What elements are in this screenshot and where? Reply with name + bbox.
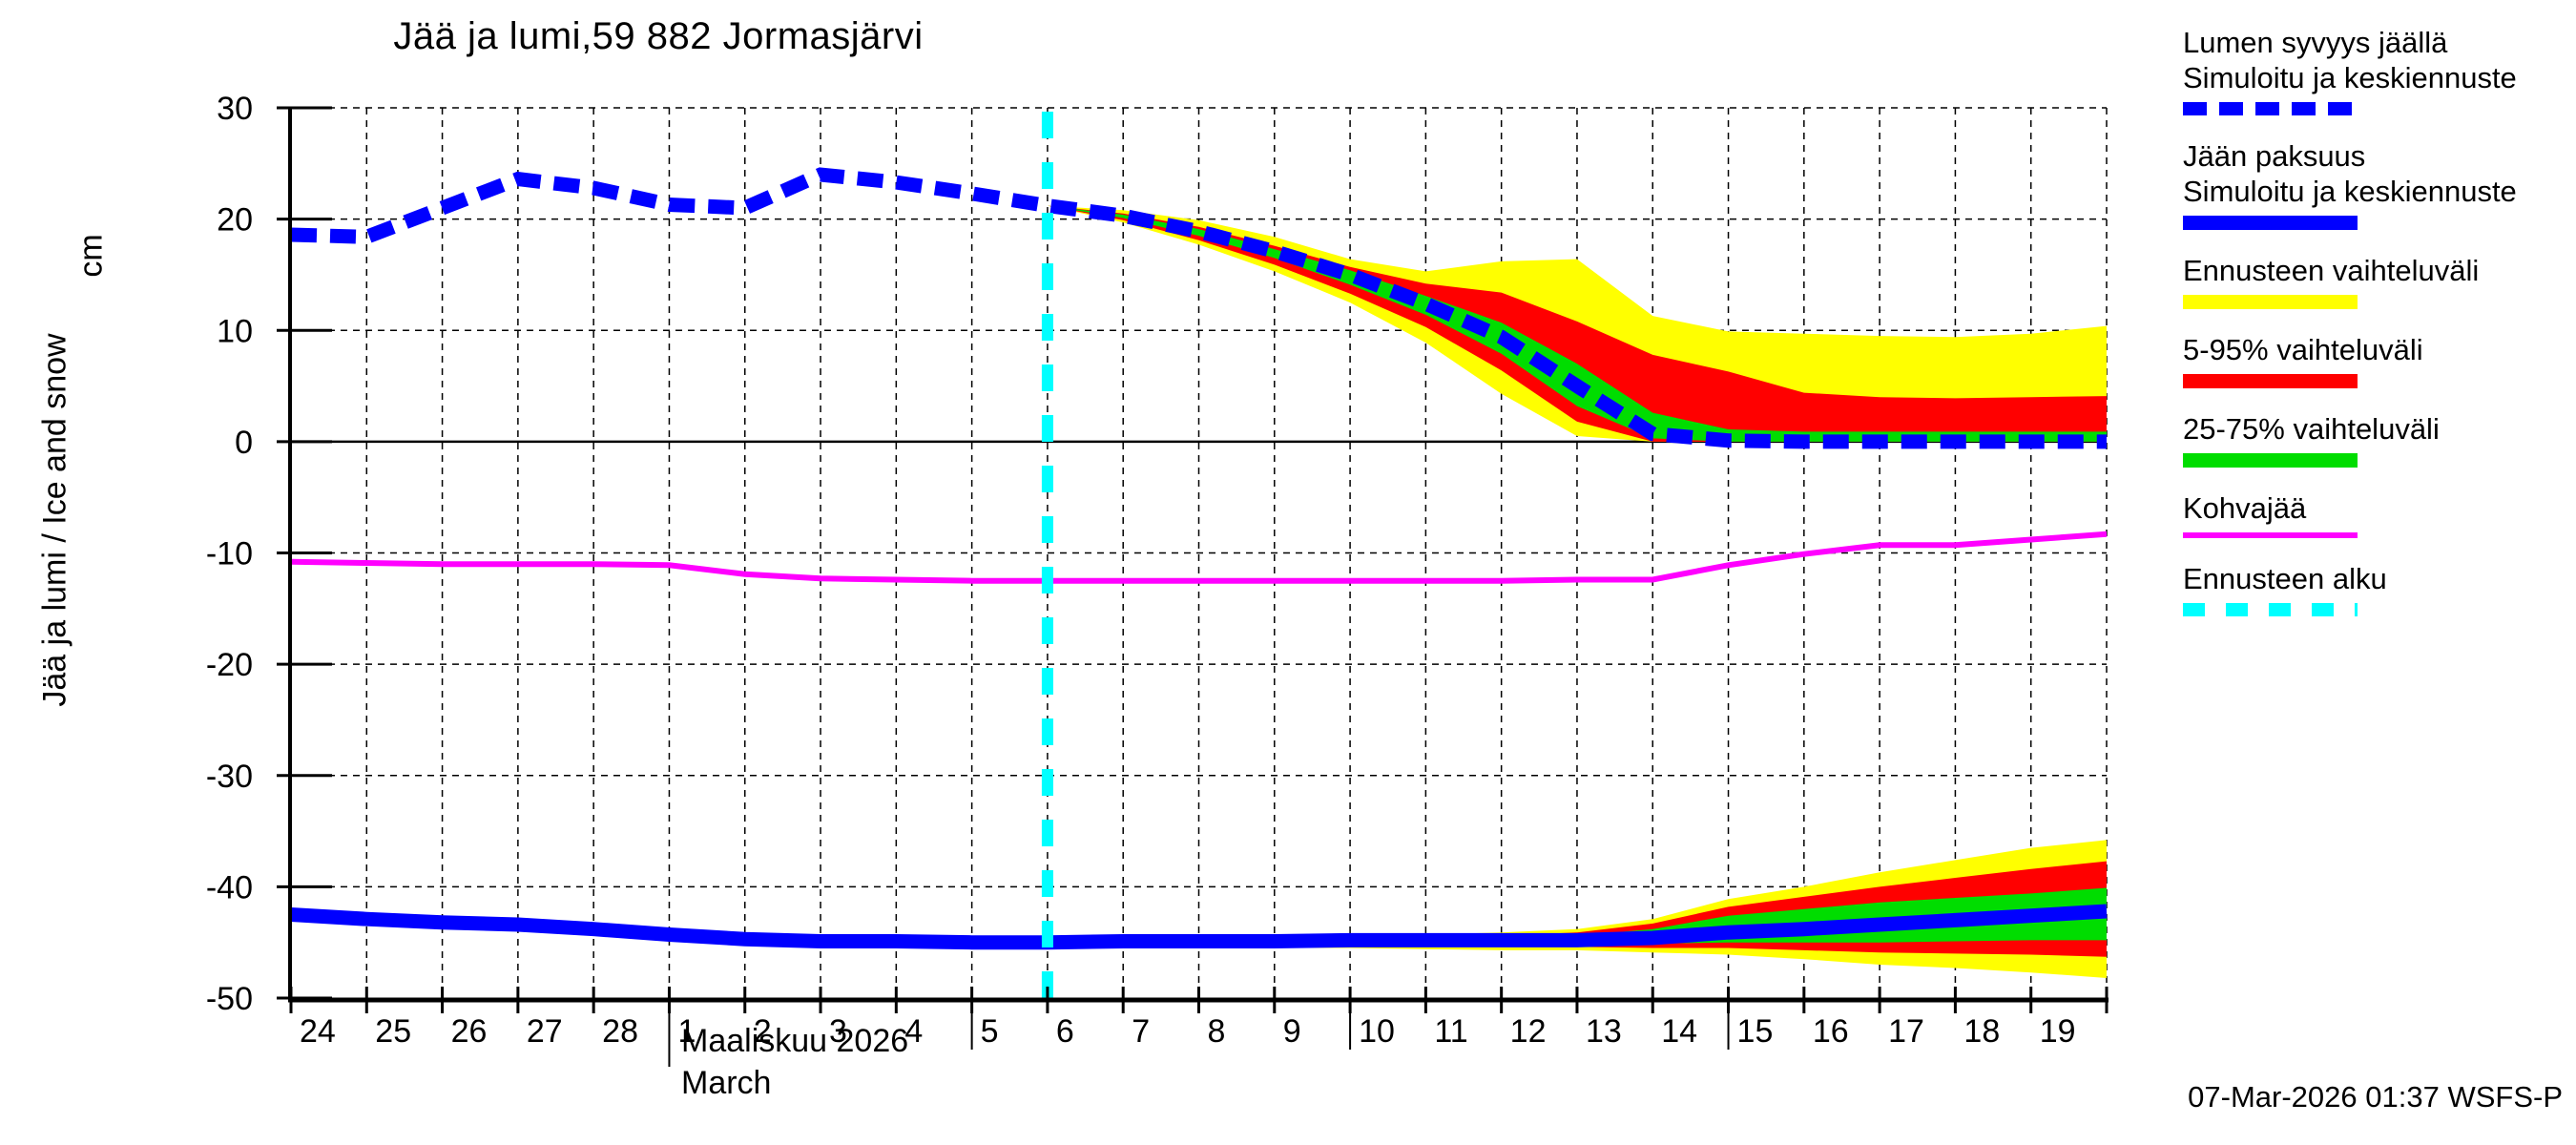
legend-label: Ennusteen alku <box>2183 562 2387 595</box>
legend-swatch-cyan-dashed <box>2183 603 2358 616</box>
legend-label: Simuloitu ja keskiennuste <box>2183 61 2517 94</box>
legend-swatch-blue-dashed <box>2183 102 2358 115</box>
ice-thickness-line <box>290 904 2108 950</box>
x-tick-label: 26 <box>451 1013 488 1050</box>
x-tick-label: 7 <box>1132 1013 1150 1050</box>
x-tick-label: 3 <box>829 1013 847 1050</box>
x-tick-label: 25 <box>375 1013 411 1050</box>
y-axis-unit-label: cm <box>73 234 110 278</box>
month-label-finnish: Maaliskuu 2026 <box>681 1023 909 1059</box>
x-tick-label: 6 <box>1056 1013 1074 1050</box>
legend-item-range-5-95: 5-95% vaihteluväli <box>2183 332 2576 388</box>
x-tick-label: 24 <box>300 1013 336 1050</box>
x-tick-label: 4 <box>904 1013 923 1050</box>
legend-item-forecast-start: Ennusteen alku <box>2183 561 2576 616</box>
x-tick-label: 5 <box>981 1013 999 1050</box>
legend-label: 25-75% vaihteluväli <box>2183 412 2440 446</box>
y-tick-label: 10 <box>217 313 253 349</box>
x-tick-label: 14 <box>1661 1013 1697 1050</box>
legend-item-snow-depth-simulated: Lumen syvyys jäällä Simuloitu ja keskienn… <box>2183 25 2576 115</box>
legend-swatch-red-solid <box>2183 374 2358 388</box>
legend-label: 5-95% vaihteluväli <box>2183 333 2423 366</box>
y-tick-labels: 30 20 10 0 -10 -20 -30 -40 -50 <box>206 91 253 1017</box>
axis-ticks <box>277 106 2109 1050</box>
y-tick-label: -50 <box>206 981 253 1017</box>
x-tick-label: 15 <box>1737 1013 1774 1050</box>
x-tick-label: 1 <box>677 1013 696 1050</box>
gridlines <box>291 107 2108 998</box>
legend-swatch-yellow-solid <box>2183 295 2358 309</box>
y-tick-label: -40 <box>206 869 253 906</box>
legend-item-ice-thickness-simulated: Jään paksuus Simuloitu ja keskiennuste <box>2183 138 2576 230</box>
x-tick-label: 9 <box>1283 1013 1301 1050</box>
legend-label: Jään paksuus <box>2183 139 2366 173</box>
x-tick-label: 16 <box>1813 1013 1849 1050</box>
x-tick-label: 27 <box>527 1013 563 1050</box>
y-tick-label: 20 <box>217 202 253 239</box>
slush-ice-line <box>290 531 2108 584</box>
x-tick-label: 12 <box>1510 1013 1547 1050</box>
x-tick-label: 2 <box>754 1013 772 1050</box>
legend-swatch-magenta-line <box>2183 532 2358 538</box>
x-tick-label: 10 <box>1359 1013 1395 1050</box>
x-tick-label: 18 <box>1963 1013 2000 1050</box>
y-tick-label: 30 <box>217 91 253 127</box>
legend: Lumen syvyys jäällä Simuloitu ja keskienn… <box>2183 25 2576 639</box>
page-title: Jää ja lumi,59 882 Jormasjärvi <box>393 15 924 57</box>
snow-band-5-95 <box>1047 205 2107 442</box>
legend-swatch-green-solid <box>2183 453 2358 468</box>
y-tick-label: -30 <box>206 759 253 795</box>
y-tick-label: -10 <box>206 536 253 572</box>
y-tick-label: 0 <box>235 425 253 461</box>
legend-label: Ennusteen vaihteluväli <box>2183 254 2480 287</box>
legend-label: Simuloitu ja keskiennuste <box>2183 175 2517 208</box>
x-tick-labels: 24 25 26 27 28 1 2 3 4 5 6 7 8 9 10 11 12 13 14 15 16 17 18 19 <box>300 1013 2076 1050</box>
snow-band-25-75 <box>1047 205 2107 442</box>
legend-item-forecast-range: Ennusteen vaihteluväli <box>2183 253 2576 309</box>
y-axis-label: Jää ja lumi / Ice and snow <box>36 333 73 707</box>
x-tick-label: 17 <box>1888 1013 1924 1050</box>
snow-depth-line <box>290 167 2107 449</box>
legend-item-range-25-75: 25-75% vaihteluväli <box>2183 411 2576 468</box>
x-tick-label: 11 <box>1434 1013 1467 1050</box>
x-tick-label: 8 <box>1208 1013 1226 1050</box>
generation-timestamp: 07-Mar-2026 01:37 WSFS-P <box>2188 1080 2563 1114</box>
x-tick-label: 19 <box>2040 1013 2076 1050</box>
legend-swatch-blue-solid <box>2183 216 2358 230</box>
legend-label: Kohvajää <box>2183 491 2307 525</box>
x-tick-label: 13 <box>1586 1013 1622 1050</box>
month-label-english: March <box>681 1065 772 1101</box>
legend-item-slush-ice: Kohvajää <box>2183 490 2576 538</box>
x-tick-label: 28 <box>602 1013 638 1050</box>
y-tick-label: -20 <box>206 647 253 683</box>
legend-label: Lumen syvyys jäällä <box>2183 26 2448 59</box>
